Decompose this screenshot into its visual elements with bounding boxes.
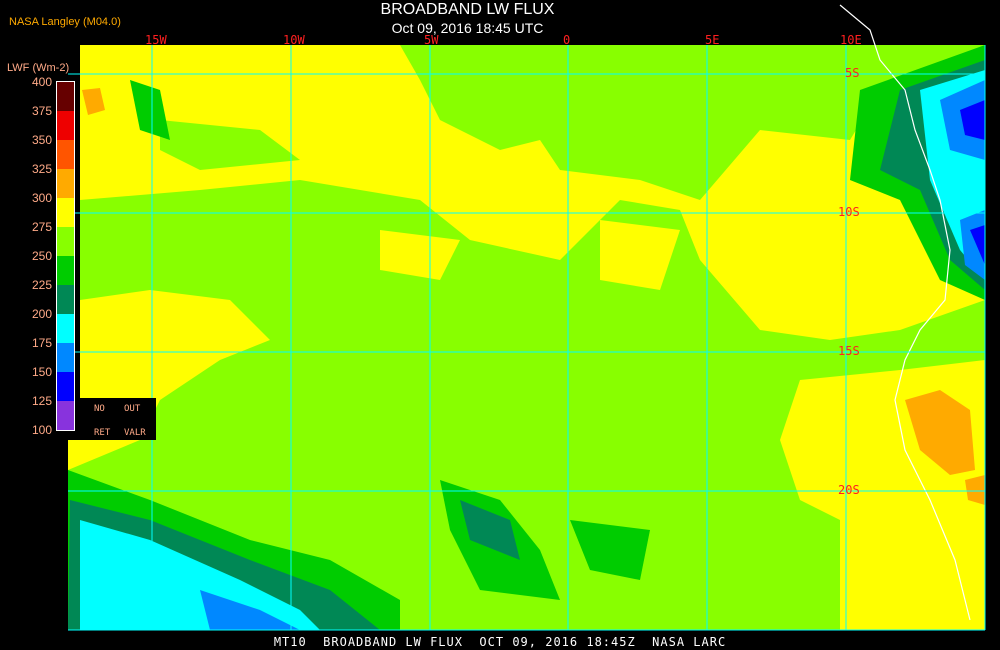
legend-tick-label: 150	[31, 365, 52, 379]
credit-label: NASA Langley (M04.0)	[9, 16, 121, 28]
legend-tick-label: 375	[31, 104, 52, 118]
coastline	[839, 4, 971, 621]
legend-tick-label: 125	[31, 394, 52, 408]
out-label: OUT	[124, 404, 141, 414]
lat-label-10s: 10S	[838, 205, 860, 219]
legend-tick-label: 200	[31, 307, 52, 321]
lon-label-10e: 10E	[840, 33, 862, 47]
lat-label-20s: 20S	[838, 483, 860, 497]
lon-label-0: 0	[563, 33, 571, 47]
image-title: BROADBAND LW FLUX	[380, 1, 555, 18]
legend-tick-label: 275	[31, 220, 52, 234]
no-retrieval-box: NO OUT RET VALR	[80, 398, 156, 440]
lon-label-15w: 15W	[145, 33, 167, 47]
valr-label: VALR	[124, 428, 146, 438]
legend-tick-label: 325	[31, 162, 52, 176]
lat-label-15s: 15S	[838, 344, 860, 358]
legend-tick-label: 225	[31, 278, 52, 292]
lon-label-5e: 5E	[705, 33, 720, 47]
ret-label: RET	[94, 428, 111, 438]
legend-unit: LWF (Wm-2)	[7, 62, 70, 74]
legend-tick-label: 175	[31, 336, 52, 350]
legend-tick-label: 300	[31, 191, 52, 205]
legend-tick-label: 100	[31, 423, 52, 437]
lon-label-10w: 10W	[283, 33, 305, 47]
color-scale-bar	[56, 81, 75, 431]
lon-label-5w: 5W	[424, 33, 439, 47]
lat-lon-grid	[68, 45, 986, 631]
legend-tick-label: 400	[31, 75, 52, 89]
warm-regions-orange	[82, 88, 985, 505]
lat-label-5s: 5S	[845, 66, 860, 80]
no-label: NO	[94, 404, 105, 414]
image-timestamp: Oct 09, 2016 18:45 UTC	[391, 20, 544, 36]
legend-tick-label: 350	[31, 133, 52, 147]
legend-tick-label: 250	[31, 249, 52, 263]
footer-caption: MT10 BROADBAND LW FLUX OCT 09, 2016 18:4…	[273, 635, 727, 649]
cloud-regions-light-green	[68, 45, 985, 630]
